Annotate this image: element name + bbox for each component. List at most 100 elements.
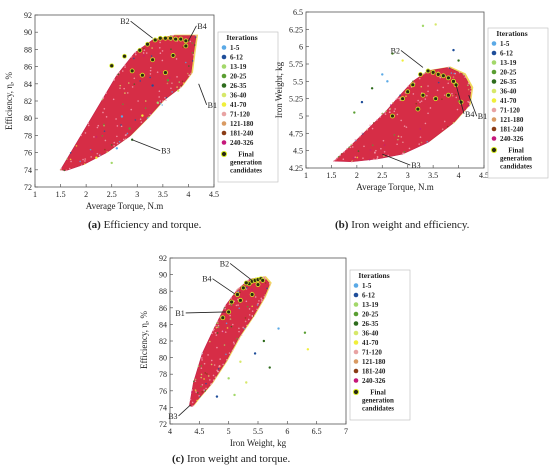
cloud-point xyxy=(429,107,432,109)
cloud-point xyxy=(75,145,78,147)
x-axis-label: Average Torque, N.m xyxy=(86,201,164,211)
y-tick-label: 74 xyxy=(159,403,167,412)
cloud-point xyxy=(260,300,263,302)
cloud-point xyxy=(261,298,263,301)
cloud-point xyxy=(83,163,86,165)
cloud-point xyxy=(197,365,200,367)
cloud-point xyxy=(79,160,81,163)
cloud-point xyxy=(230,297,233,299)
legend-final-label: candidates xyxy=(230,167,262,175)
data-layer xyxy=(59,34,199,172)
cloud-point xyxy=(263,295,266,298)
cloud-point xyxy=(209,379,211,381)
scatter-point xyxy=(233,393,236,397)
legend-swatch xyxy=(221,111,227,117)
cloud-point xyxy=(124,134,127,137)
cloud-point xyxy=(384,113,387,116)
cloud-point xyxy=(342,158,345,161)
cloud-point xyxy=(446,125,449,128)
cloud-point xyxy=(120,125,123,128)
cloud-point xyxy=(191,389,193,391)
y-tick-label: 84 xyxy=(24,80,32,89)
annotation-label: B2 xyxy=(391,46,400,55)
y-tick-label: 78 xyxy=(24,131,32,140)
scatter-point xyxy=(110,161,113,165)
x-axis-label: Average Torque, N.m xyxy=(356,182,434,192)
cloud-point xyxy=(356,156,359,159)
cloud-point xyxy=(116,74,118,77)
cloud-point xyxy=(379,116,382,118)
cloud-point xyxy=(381,112,383,115)
y-tick-label: 90 xyxy=(24,28,32,37)
cloud-point xyxy=(130,55,133,58)
legend-swatch xyxy=(353,330,359,336)
cloud-point xyxy=(89,148,92,151)
cloud-point xyxy=(194,388,197,391)
cloud-point xyxy=(419,136,422,138)
cloud-point xyxy=(383,144,386,146)
cloud-point xyxy=(127,82,130,84)
cloud-point xyxy=(236,337,238,340)
cloud-point xyxy=(116,125,119,127)
cloud-point xyxy=(106,151,108,153)
cloud-point xyxy=(452,122,455,124)
y-tick-label: 4.75 xyxy=(289,129,303,138)
cloud-point xyxy=(447,66,450,69)
legend-item-label: 240-326 xyxy=(362,377,386,385)
cloud-point xyxy=(206,373,208,375)
cloud-point xyxy=(210,363,213,366)
cloud-point xyxy=(96,152,99,155)
legend-swatch xyxy=(491,41,497,46)
cloud-point xyxy=(420,100,423,102)
cloud-point xyxy=(264,277,267,280)
legend-item-label: 26-35 xyxy=(230,82,247,90)
cloud-point xyxy=(182,46,184,48)
cloud-point xyxy=(179,86,182,89)
cloud-point xyxy=(191,42,194,44)
final-candidate-point xyxy=(451,78,456,84)
cloud-point xyxy=(362,157,364,159)
final-candidate-point xyxy=(220,315,226,321)
cloud-point xyxy=(63,169,66,172)
cloud-point xyxy=(164,96,166,99)
legend-final-swatch xyxy=(220,150,228,158)
scatter-point xyxy=(253,352,257,355)
cloud-point xyxy=(368,159,371,161)
cloud-point xyxy=(212,374,215,377)
final-candidate-point xyxy=(400,96,406,102)
cloud-point xyxy=(251,305,254,308)
scatter-point xyxy=(151,84,154,87)
cloud-point xyxy=(237,290,240,293)
legend-swatch xyxy=(353,349,359,355)
legend-item-label: 41-70 xyxy=(230,101,247,109)
y-tick-label: 4.5 xyxy=(293,147,303,156)
cloud-point xyxy=(420,85,423,88)
cloud-point xyxy=(351,160,354,162)
cloud-point xyxy=(159,41,161,44)
cloud-point xyxy=(165,99,167,102)
cloud-point xyxy=(210,359,213,362)
cloud-point xyxy=(372,122,375,124)
scatter-point xyxy=(245,381,248,384)
legend-swatch xyxy=(353,292,359,298)
cloud-point xyxy=(236,288,239,291)
cloud-point xyxy=(235,290,238,292)
cloud-point xyxy=(426,94,428,97)
x-tick-label: 1.5 xyxy=(56,190,66,199)
cloud-point xyxy=(195,34,197,37)
cloud-point xyxy=(191,60,194,62)
y-tick-label: 80 xyxy=(159,354,167,363)
cloud-point xyxy=(159,100,162,102)
cloud-point xyxy=(170,87,172,90)
cloud-point xyxy=(203,378,205,380)
cloud-point xyxy=(122,138,125,141)
legend-title: Iterations xyxy=(358,271,389,280)
legend-item-label: 121-180 xyxy=(230,120,254,128)
legend-final-label: generation xyxy=(500,155,532,163)
cloud-point xyxy=(159,102,162,105)
cloud-point xyxy=(348,146,351,148)
cloud-point xyxy=(257,302,259,305)
cloud-point xyxy=(200,367,203,370)
cloud-point xyxy=(343,151,345,153)
scatter-point xyxy=(141,114,144,117)
